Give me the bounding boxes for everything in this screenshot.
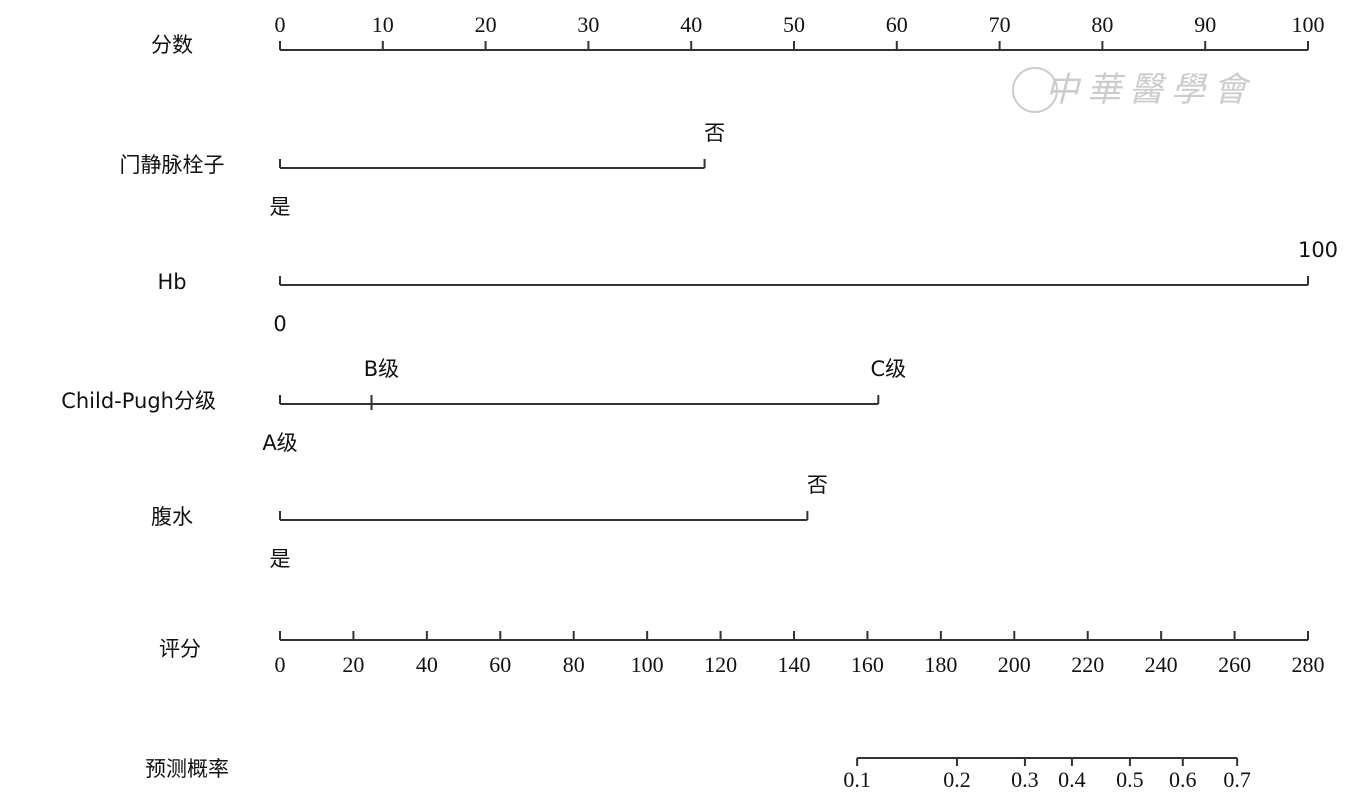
- tick-label: 20: [342, 652, 364, 677]
- row-label: Child-Pugh分级: [61, 389, 216, 413]
- tick-label: 180: [924, 652, 957, 677]
- tick-label: 100: [631, 652, 664, 677]
- tick-label: 90: [1194, 12, 1216, 37]
- tick-label: 0.4: [1058, 767, 1086, 792]
- row-label: 评分: [159, 637, 201, 661]
- row-label: 分数: [151, 33, 193, 57]
- tick-label: 0.7: [1223, 767, 1251, 792]
- level-label: 否: [704, 121, 725, 145]
- level-label: 是: [270, 547, 291, 571]
- tick-label: 50: [783, 12, 805, 37]
- watermark-logo: [1012, 67, 1058, 113]
- tick-label: 160: [851, 652, 884, 677]
- row-label: 腹水: [151, 505, 193, 529]
- tick-label: 60: [886, 12, 908, 37]
- tick-label: 0.5: [1116, 767, 1144, 792]
- tick-label: 0.3: [1011, 767, 1039, 792]
- tick-label: 260: [1218, 652, 1251, 677]
- tick-label: 20: [475, 12, 497, 37]
- row-label: Hb: [157, 270, 186, 294]
- level-label: C级: [870, 357, 906, 381]
- tick-label: 80: [1091, 12, 1113, 37]
- level-label: B级: [364, 357, 399, 381]
- tick-label: 0: [275, 652, 286, 677]
- tick-label: 240: [1145, 652, 1178, 677]
- tick-label: 100: [1292, 12, 1325, 37]
- tick-label: 0.2: [943, 767, 971, 792]
- level-label: 100: [1298, 238, 1338, 262]
- tick-label: 0.1: [843, 767, 871, 792]
- row-label: 预测概率: [145, 757, 229, 781]
- tick-label: 220: [1071, 652, 1104, 677]
- tick-label: 0.6: [1169, 767, 1197, 792]
- level-label: 否: [807, 473, 828, 497]
- tick-label: 80: [563, 652, 585, 677]
- tick-label: 200: [998, 652, 1031, 677]
- tick-label: 120: [704, 652, 737, 677]
- level-label: A级: [262, 431, 297, 455]
- tick-label: 140: [778, 652, 811, 677]
- watermark: 中華醫學會: [1045, 70, 1255, 110]
- tick-label: 280: [1292, 652, 1325, 677]
- tick-label: 10: [372, 12, 394, 37]
- level-label: 是: [270, 195, 291, 219]
- tick-label: 30: [577, 12, 599, 37]
- tick-label: 60: [489, 652, 511, 677]
- level-label: 0: [273, 312, 286, 336]
- tick-label: 40: [416, 652, 438, 677]
- tick-label: 40: [680, 12, 702, 37]
- tick-label: 70: [989, 12, 1011, 37]
- row-label: 门静脉栓子: [120, 153, 225, 177]
- tick-label: 0: [275, 12, 286, 37]
